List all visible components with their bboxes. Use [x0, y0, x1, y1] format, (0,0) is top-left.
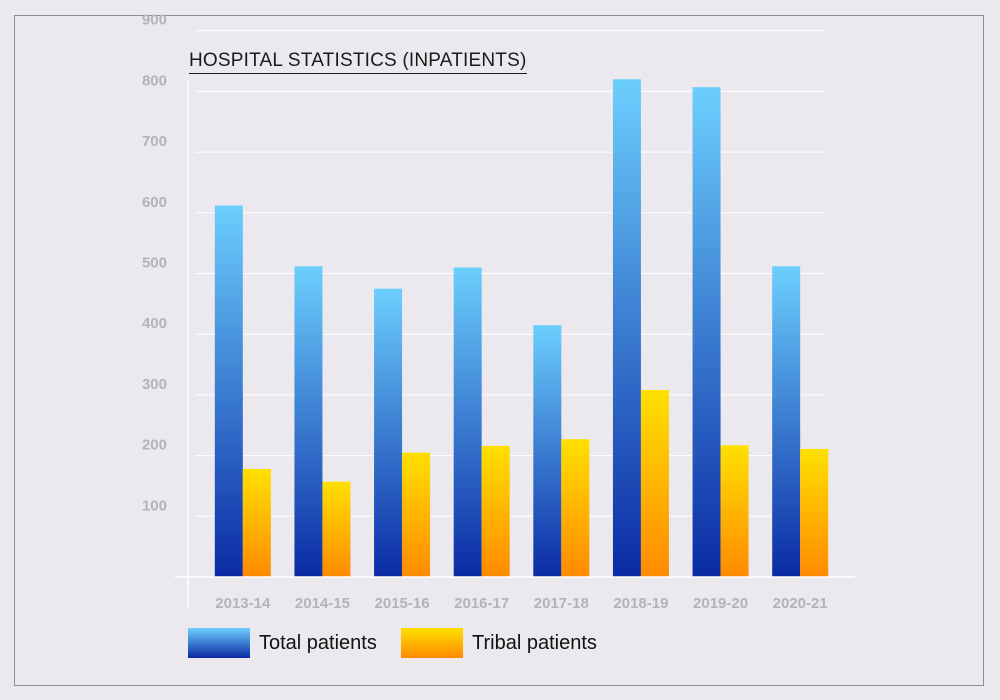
x-tick-label: 2018-19: [613, 595, 668, 612]
y-tick-label: 300: [142, 376, 167, 393]
x-tick-label: 2017-18: [534, 595, 589, 612]
bar-tribal-2014-15: [322, 481, 351, 577]
x-tick-label: 2016-17: [454, 595, 509, 612]
bar-total-2016-17: [453, 267, 482, 577]
bar-total-2017-18: [533, 325, 562, 577]
legend-swatch-tribal: [401, 628, 463, 658]
gridlines: [195, 30, 825, 517]
bar-tribal-2017-18: [561, 439, 590, 577]
y-tick-label: 600: [142, 194, 167, 211]
bar-total-2020-21: [772, 266, 801, 577]
y-tick-label: 900: [142, 12, 167, 29]
bar-total-2013-14: [214, 205, 243, 578]
x-tick-label: 2015-16: [375, 595, 430, 612]
x-tick-label: 2014-15: [295, 595, 350, 612]
bar-total-2019-20: [692, 87, 721, 577]
bar-tribal-2020-21: [800, 448, 829, 577]
x-tick-label: 2019-20: [693, 595, 748, 612]
y-tick-label: 100: [142, 497, 167, 514]
bars: [214, 79, 829, 578]
y-tick-label: 400: [142, 315, 167, 332]
bar-tribal-2019-20: [720, 445, 749, 577]
legend-label-total: Total patients: [259, 632, 377, 654]
bar-total-2014-15: [294, 266, 323, 577]
bar-tribal-2013-14: [242, 468, 271, 577]
bar-tribal-2015-16: [402, 452, 431, 577]
bar-total-2018-19: [612, 79, 641, 577]
y-tick-label: 500: [142, 255, 167, 272]
bar-tribal-2016-17: [481, 445, 510, 577]
x-axis-ticks: 2013-14 2014-15 2015-16 2016-17 2017-18 2018-…: [215, 595, 827, 612]
x-tick-label: 2013-14: [215, 595, 271, 612]
chart-frame: [14, 15, 984, 686]
legend-label-tribal: Tribal patients: [472, 632, 597, 654]
bar-tribal-2018-19: [640, 390, 669, 577]
x-tick-label: 2020-21: [773, 595, 828, 612]
legend: Total patients Tribal patients: [188, 628, 618, 660]
legend-swatch-total: [188, 628, 250, 658]
chart-title: HOSPITAL STATISTICS (INPATIENTS): [189, 50, 527, 74]
y-tick-label: 200: [142, 437, 167, 454]
y-axis-ticks: 900 800 700 600 500 400 300 200 100: [142, 12, 167, 515]
y-tick-label: 700: [142, 133, 167, 150]
y-tick-label: 800: [142, 72, 167, 89]
bar-total-2015-16: [374, 288, 403, 577]
